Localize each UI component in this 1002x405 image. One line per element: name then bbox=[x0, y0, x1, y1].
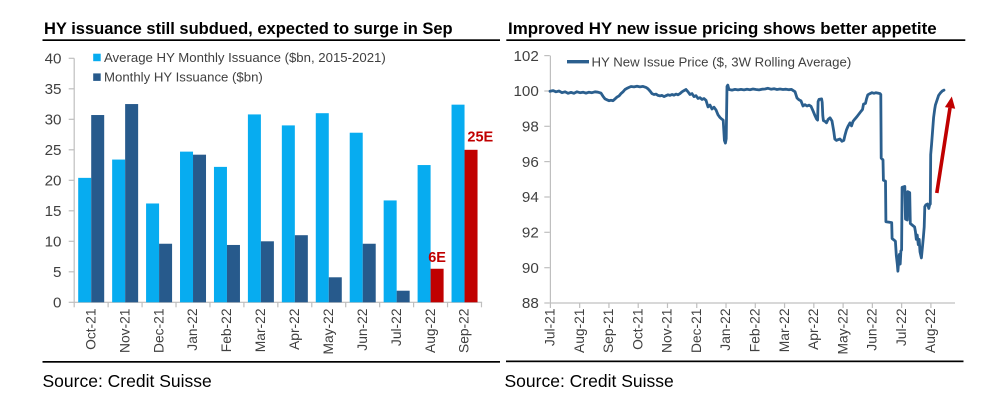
svg-text:Jul-22: Jul-22 bbox=[894, 309, 909, 347]
svg-text:Feb-22: Feb-22 bbox=[747, 309, 762, 353]
svg-text:30: 30 bbox=[45, 112, 62, 129]
svg-text:Improved HY new issue pricing: Improved HY new issue pricing shows bett… bbox=[508, 19, 937, 38]
svg-text:Average HY Monthly Issuance ($: Average HY Monthly Issuance ($bn, 2015-2… bbox=[104, 50, 386, 65]
svg-text:Monthly HY Issuance ($bn): Monthly HY Issuance ($bn) bbox=[104, 70, 263, 85]
svg-text:Aug-22: Aug-22 bbox=[923, 309, 938, 354]
svg-text:May-22: May-22 bbox=[321, 309, 336, 355]
svg-text:Jul-21: Jul-21 bbox=[543, 309, 558, 347]
svg-text:90: 90 bbox=[522, 260, 539, 277]
svg-text:10: 10 bbox=[45, 234, 62, 251]
svg-text:Source: Credit Suisse: Source: Credit Suisse bbox=[43, 371, 212, 391]
svg-text:40: 40 bbox=[45, 51, 62, 68]
svg-text:100: 100 bbox=[513, 83, 538, 100]
svg-text:Aug-22: Aug-22 bbox=[423, 309, 438, 354]
svg-text:HY New Issue Price ($, 3W Roll: HY New Issue Price ($, 3W Rolling Averag… bbox=[592, 54, 852, 69]
svg-text:Nov-21: Nov-21 bbox=[660, 309, 675, 353]
svg-text:Dec-21: Dec-21 bbox=[151, 309, 166, 353]
svg-text:Jun-22: Jun-22 bbox=[865, 309, 880, 351]
svg-text:Nov-21: Nov-21 bbox=[117, 309, 132, 353]
svg-text:6E: 6E bbox=[428, 250, 446, 266]
svg-text:Jan-22: Jan-22 bbox=[718, 309, 733, 351]
svg-text:Mar-22: Mar-22 bbox=[253, 309, 268, 353]
svg-text:Jan-22: Jan-22 bbox=[185, 309, 200, 351]
svg-text:25: 25 bbox=[45, 142, 62, 159]
svg-text:15: 15 bbox=[45, 203, 62, 220]
svg-text:Jun-22: Jun-22 bbox=[355, 309, 370, 351]
svg-text:5: 5 bbox=[53, 264, 61, 281]
svg-text:88: 88 bbox=[522, 295, 539, 312]
svg-text:20: 20 bbox=[45, 173, 62, 190]
svg-text:HY issuance still subdued, exp: HY issuance still subdued, expected to s… bbox=[44, 20, 453, 38]
svg-text:Apr-22: Apr-22 bbox=[806, 309, 821, 350]
svg-text:Aug-21: Aug-21 bbox=[572, 309, 587, 354]
svg-text:92: 92 bbox=[522, 225, 539, 242]
svg-text:Oct-21: Oct-21 bbox=[83, 309, 98, 350]
svg-text:Sep-22: Sep-22 bbox=[457, 308, 472, 353]
svg-text:102: 102 bbox=[513, 48, 538, 65]
svg-text:Apr-22: Apr-22 bbox=[287, 309, 302, 350]
svg-text:Mar-22: Mar-22 bbox=[777, 309, 792, 353]
svg-text:Sep-21: Sep-21 bbox=[601, 309, 616, 354]
svg-text:Jul-22: Jul-22 bbox=[389, 309, 404, 347]
svg-text:0: 0 bbox=[53, 295, 61, 312]
svg-text:May-22: May-22 bbox=[835, 309, 850, 355]
svg-text:98: 98 bbox=[522, 119, 539, 136]
svg-text:25E: 25E bbox=[467, 130, 493, 146]
svg-text:94: 94 bbox=[522, 189, 539, 206]
svg-text:96: 96 bbox=[522, 154, 539, 171]
svg-text:Oct-21: Oct-21 bbox=[630, 309, 645, 350]
svg-text:Source: Credit Suisse: Source: Credit Suisse bbox=[505, 371, 674, 391]
svg-text:35: 35 bbox=[45, 81, 62, 98]
svg-text:Dec-21: Dec-21 bbox=[689, 309, 704, 353]
svg-text:Feb-22: Feb-22 bbox=[219, 309, 234, 353]
